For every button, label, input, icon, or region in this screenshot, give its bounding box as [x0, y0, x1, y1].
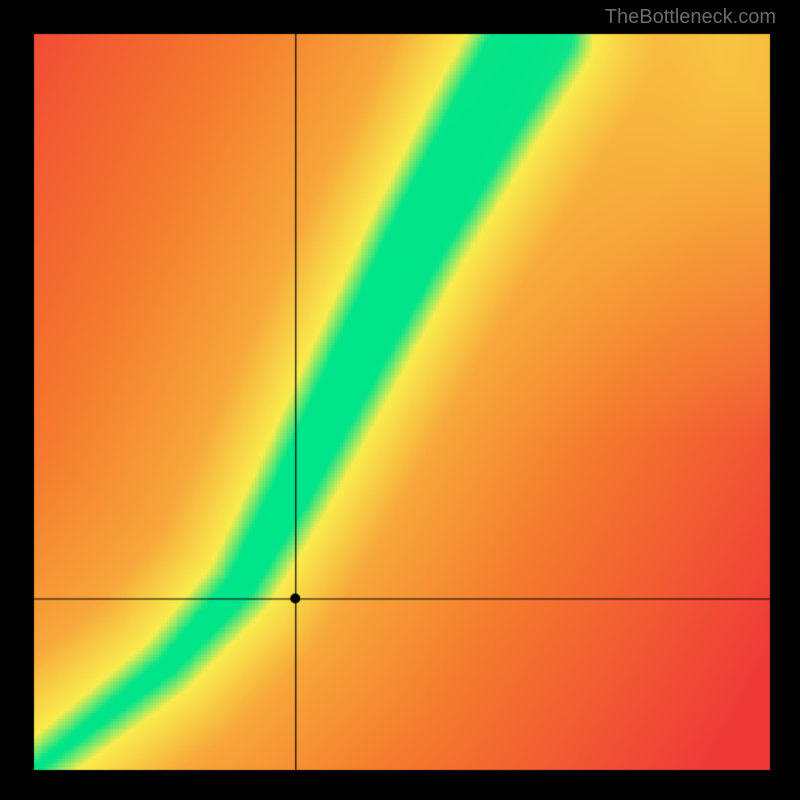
- bottleneck-heatmap: [0, 0, 800, 800]
- watermark-text: TheBottleneck.com: [605, 6, 776, 29]
- chart-container: TheBottleneck.com: [0, 0, 800, 800]
